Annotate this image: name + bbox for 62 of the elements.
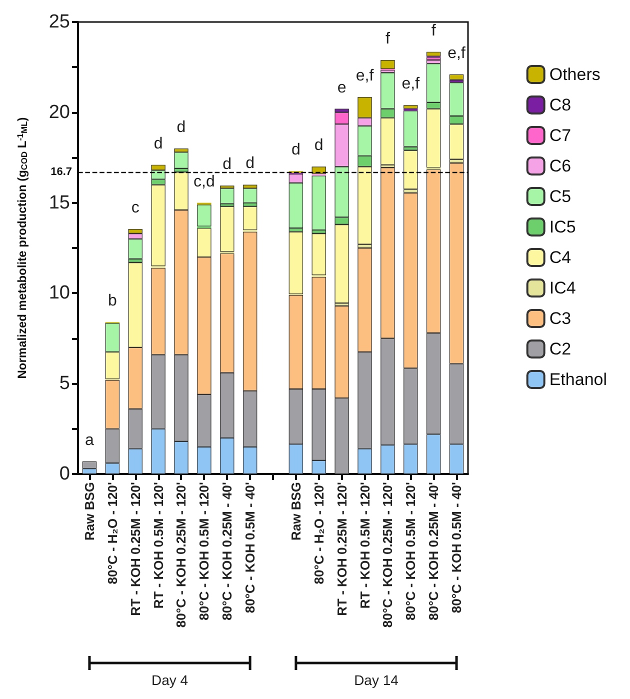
annotation: d	[154, 135, 163, 152]
text: Day 14	[354, 672, 399, 688]
y-axis-title: Normalized metabolite production (gCOD L-1ML)	[15, 117, 29, 379]
legend-label: C5	[549, 187, 572, 206]
x-tick-label: 80°C - KOH 0.25M - 40'	[220, 482, 235, 620]
annotation: e,f	[356, 68, 374, 85]
annotation: e	[337, 79, 346, 96]
legend-label: C6	[549, 156, 572, 176]
annotation: c,d	[194, 173, 215, 190]
bar	[312, 234, 326, 276]
annotation: f	[385, 30, 390, 48]
bar	[380, 60, 395, 70]
annotation: d	[291, 142, 300, 159]
legend-label: C8	[549, 96, 572, 114]
legend-label: Ethanol	[549, 370, 608, 389]
legend-label: C3	[549, 309, 572, 328]
legend-label: C7	[549, 126, 572, 145]
annotation: d	[314, 137, 324, 154]
legend-label: IC4	[549, 278, 576, 298]
x-tick-label: 80°C - KOH 0.5M - 120'	[403, 482, 418, 620]
bar	[404, 150, 418, 190]
y-tick-label: 20	[48, 102, 70, 123]
bar	[220, 188, 234, 204]
annotation: c	[131, 200, 140, 217]
x-tick-label: RT - KOH 0.5M - 120'	[150, 482, 166, 609]
bar	[242, 188, 258, 203]
annotation: d	[176, 119, 186, 136]
legend-label: Others	[549, 65, 600, 84]
annotation: f	[431, 22, 436, 40]
x-tick-label: RT - KOH 0.5M - 120'	[357, 482, 372, 609]
annotation: e,f	[448, 44, 466, 62]
ref-line-label: 16.7	[50, 166, 72, 178]
bar	[449, 74, 464, 80]
bar	[220, 206, 234, 252]
text: Day 4	[151, 672, 188, 688]
annotation: d	[246, 155, 255, 172]
annotation: d	[222, 156, 232, 174]
annotation: e,f	[402, 76, 420, 93]
y-tick-label: 15	[48, 192, 70, 214]
legend-label: C4	[549, 248, 572, 267]
legend-label: IC5	[549, 218, 576, 236]
x-tick-label: 80°C - KOH 0.25M - 40'	[426, 482, 442, 620]
y-tick-label: 10	[48, 282, 70, 304]
legend-label: C2	[549, 340, 572, 358]
x-tick-label: 80°C - KOH 0.25M - 120'	[174, 482, 189, 628]
x-tick-label: 80°C - KOH 0.5M - 40'	[449, 482, 464, 614]
x-tick-label: RT - KOH 0.25M - 120'	[334, 482, 350, 616]
x-tick-label: 80°C - KOH 0.5M - 120'	[196, 482, 212, 620]
y-tick-label: 0	[59, 464, 70, 484]
x-tick-label: RT - KOH 0.25M - 120'	[128, 482, 143, 616]
annotation: a	[85, 432, 94, 449]
x-tick-label: 80°C - H₂O - 120'	[104, 482, 120, 584]
x-tick-label: 80°C - H₂O - 120'	[311, 482, 326, 584]
bar	[426, 52, 441, 56]
y-tick-label: 5	[59, 373, 70, 394]
y-tick-label: 25	[48, 12, 70, 32]
x-tick-label: Raw BSG	[82, 482, 97, 541]
x-tick-label: 80°C - KOH 0.25M - 120'	[380, 482, 396, 628]
x-tick-label: 80°C - KOH 0.5M - 40'	[242, 482, 258, 614]
annotation: b	[108, 292, 117, 310]
bar	[174, 152, 188, 168]
x-tick-label: Raw BSG	[288, 482, 304, 541]
